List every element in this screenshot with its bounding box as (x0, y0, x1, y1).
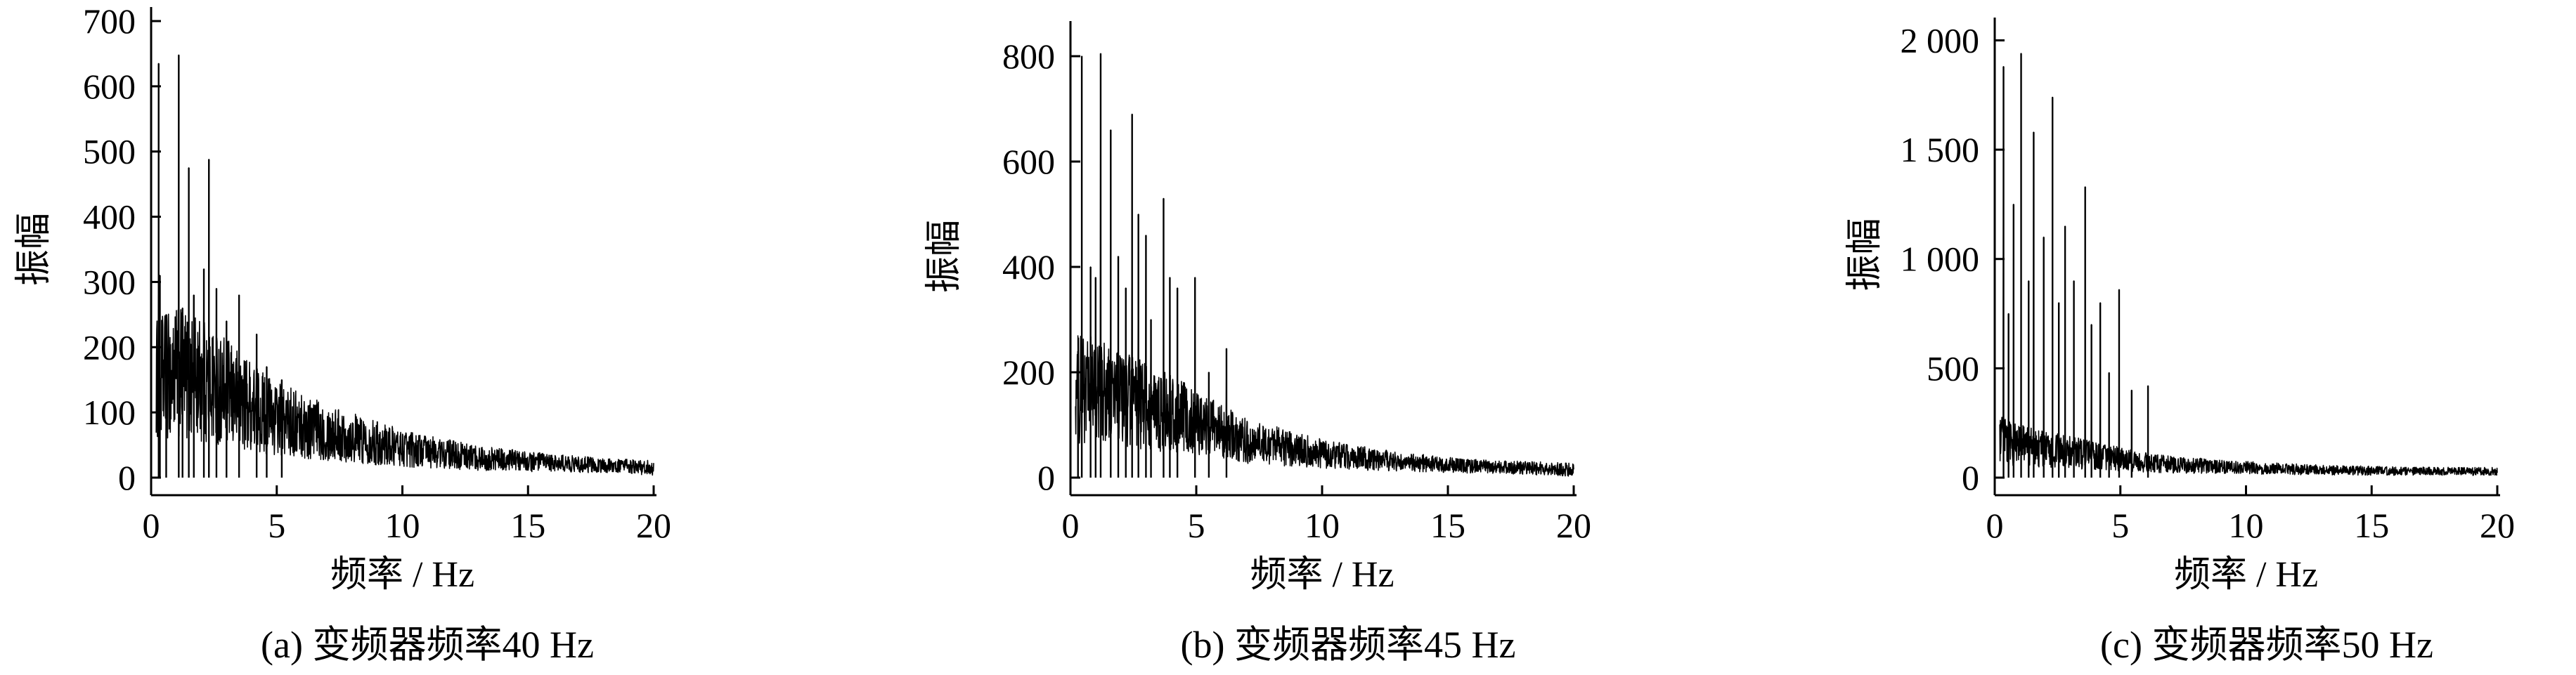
y-tick-label: 500 (83, 132, 136, 171)
y-tick-label: 500 (1927, 348, 1979, 388)
y-axis-label: 振幅 (924, 220, 964, 293)
x-tick-label: 15 (1430, 506, 1465, 545)
x-tick-label: 20 (636, 506, 671, 545)
spectrum-series-line (155, 54, 654, 476)
x-tick-label: 5 (268, 506, 285, 545)
x-tick-label: 5 (1188, 506, 1205, 545)
x-tick-label: 20 (1556, 506, 1591, 545)
x-axis-label: 频率 / Hz (2174, 555, 2318, 595)
x-tick-label: 0 (143, 506, 160, 545)
x-tick-label: 15 (2354, 506, 2389, 545)
y-tick-label: 2 000 (1901, 20, 1980, 60)
x-tick-label: 0 (1062, 506, 1080, 545)
spectrum-series-line (1999, 53, 2498, 476)
y-axis-label: 振幅 (1845, 218, 1885, 291)
x-tick-label: 15 (510, 506, 545, 545)
x-axis-label: 频率 / Hz (1250, 555, 1394, 595)
y-tick-label: 200 (1002, 353, 1055, 392)
y-tick-label: 400 (83, 197, 136, 237)
y-tick-label: 600 (1002, 142, 1055, 181)
y-tick-label: 0 (1962, 458, 1979, 497)
x-tick-label: 20 (2480, 506, 2515, 545)
y-tick-label: 700 (83, 1, 136, 41)
y-tick-label: 200 (83, 327, 136, 367)
y-tick-label: 0 (118, 458, 136, 497)
x-axis-label: 频率 / Hz (330, 555, 474, 595)
x-tick-label: 10 (2229, 506, 2264, 545)
y-tick-label: 100 (83, 393, 136, 432)
x-tick-label: 10 (1305, 506, 1340, 545)
spectrum-series-line (1075, 53, 1574, 477)
y-axis-label: 振幅 (14, 213, 54, 286)
y-tick-label: 0 (1037, 458, 1055, 497)
panel-caption: (a) 变频器频率40 Hz (261, 624, 594, 666)
panel-caption: (c) 变频器频率50 Hz (2100, 624, 2433, 666)
x-tick-label: 10 (385, 506, 420, 545)
y-tick-label: 800 (1002, 37, 1055, 76)
y-tick-label: 1 500 (1901, 130, 1980, 169)
chart-panel-1: 0 200 400 600 800 0 5 10 15 20 频率 / Hz 振幅 (b) 变频器频率4… (924, 21, 1591, 666)
y-tick-label: 1 000 (1901, 240, 1980, 279)
chart-panel-0: 0 100 200 300 400 500 600 700 0 5 10 15 20 频率 / Hz 振幅 (… (14, 1, 671, 666)
x-tick-label: 5 (2111, 506, 2129, 545)
chart-panel-2: 0 500 1 000 1 500 2 000 0 5 10 15 20 频率 / Hz 振幅 (c) … (1845, 18, 2515, 666)
x-tick-label: 0 (1986, 506, 2004, 545)
y-tick-label: 600 (83, 67, 136, 106)
panel-caption: (b) 变频器频率45 Hz (1181, 624, 1516, 666)
y-tick-label: 400 (1002, 247, 1055, 287)
y-tick-label: 300 (83, 262, 136, 301)
